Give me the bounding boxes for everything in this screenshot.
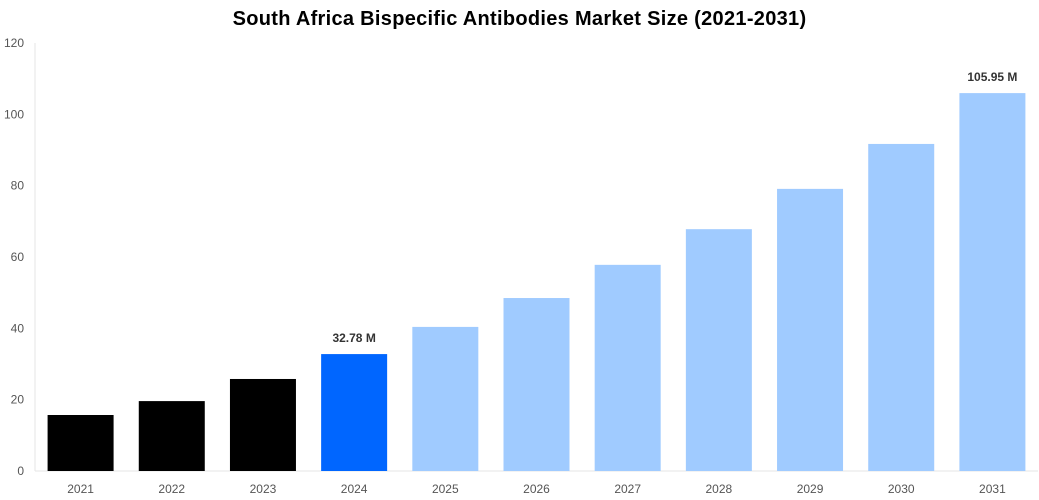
x-tick-label: 2022 — [158, 482, 185, 496]
y-tick-label: 40 — [11, 321, 25, 335]
x-tick-label: 2024 — [341, 482, 368, 496]
bar-2027 — [594, 264, 661, 471]
y-tick-label: 80 — [11, 179, 25, 193]
bar-2022 — [138, 401, 205, 471]
y-tick-label: 100 — [4, 107, 24, 121]
x-tick-label: 2029 — [797, 482, 824, 496]
bar-2030 — [868, 143, 935, 472]
bar-2024 — [321, 354, 388, 471]
bar-2025 — [412, 326, 479, 471]
bar-2026 — [503, 298, 570, 471]
x-tick-label: 2025 — [432, 482, 459, 496]
x-tick-label: 2031 — [979, 482, 1006, 496]
x-tick-label: 2023 — [250, 482, 277, 496]
bar-2028 — [685, 229, 752, 471]
data-label: 32.78 M — [332, 331, 375, 345]
data-label: 105.95 M — [967, 70, 1017, 84]
y-tick-label: 60 — [11, 250, 25, 264]
bar-2031 — [959, 93, 1026, 471]
x-tick-label: 2030 — [888, 482, 915, 496]
y-tick-label: 0 — [17, 464, 24, 478]
y-tick-label: 120 — [4, 36, 24, 50]
x-tick-label: 2027 — [614, 482, 641, 496]
y-tick-label: 20 — [11, 393, 25, 407]
bar-2029 — [777, 188, 844, 472]
chart-title: South Africa Bispecific Antibodies Marke… — [232, 8, 807, 30]
x-tick-label: 2026 — [523, 482, 550, 496]
x-tick-label: 2021 — [67, 482, 94, 496]
x-tick-label: 2028 — [706, 482, 733, 496]
bar-2023 — [229, 378, 296, 471]
bar-2021 — [47, 415, 114, 471]
